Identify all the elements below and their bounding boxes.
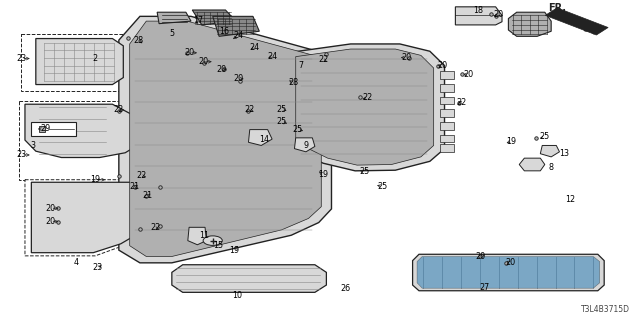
Polygon shape [456,7,502,25]
Text: 20: 20 [493,10,504,19]
Text: 26: 26 [340,284,351,293]
Polygon shape [545,8,608,35]
Text: 7: 7 [298,61,303,70]
Text: 20: 20 [463,70,473,79]
Polygon shape [417,257,600,288]
Polygon shape [440,144,454,152]
Text: 22: 22 [363,93,373,102]
Polygon shape [31,122,76,136]
Polygon shape [36,38,124,84]
Text: T3L4B3715D: T3L4B3715D [580,305,630,314]
Text: 20: 20 [401,53,412,62]
Text: 23: 23 [93,263,103,272]
Text: 2: 2 [93,54,98,63]
Text: 19: 19 [318,171,328,180]
Text: 24: 24 [233,31,243,40]
Polygon shape [519,158,545,171]
Polygon shape [287,44,445,171]
Text: 10: 10 [232,291,242,300]
Polygon shape [21,34,125,91]
Text: 18: 18 [474,5,483,14]
Text: 4: 4 [74,258,79,267]
Text: 28: 28 [133,36,143,44]
Text: 14: 14 [259,135,269,144]
Polygon shape [19,101,148,180]
Text: 20: 20 [476,252,486,261]
Text: 20: 20 [505,258,515,267]
Text: 13: 13 [559,149,569,158]
Polygon shape [130,21,321,257]
Text: 11: 11 [199,231,209,240]
Polygon shape [192,10,236,25]
Text: 22: 22 [318,55,328,64]
Polygon shape [440,122,454,130]
Text: 20: 20 [438,61,447,70]
Text: 28: 28 [288,78,298,87]
Polygon shape [188,227,206,245]
Text: 25: 25 [276,105,287,114]
Text: 22: 22 [244,105,255,115]
Polygon shape [119,16,332,263]
Text: 20: 20 [45,217,56,226]
Polygon shape [413,254,604,291]
Polygon shape [440,84,454,92]
Text: 19: 19 [90,175,100,184]
Text: 22: 22 [457,99,467,108]
Text: 15: 15 [212,241,223,250]
Polygon shape [296,49,434,165]
Text: 19: 19 [228,246,239,255]
Polygon shape [212,16,259,36]
Text: 3: 3 [30,141,35,150]
Polygon shape [440,97,454,104]
Text: 20: 20 [198,57,209,66]
Polygon shape [25,180,164,256]
Text: 17: 17 [194,16,204,25]
Text: 21: 21 [143,191,152,200]
Text: 25: 25 [378,182,388,191]
Text: 25: 25 [360,167,370,176]
Text: 23: 23 [16,150,26,159]
Circle shape [203,236,222,245]
Text: 9: 9 [303,141,308,150]
Text: 29: 29 [40,124,51,133]
Text: 25: 25 [540,132,550,141]
Polygon shape [172,265,326,292]
Polygon shape [440,135,454,142]
Text: 20: 20 [216,65,226,74]
Text: 5: 5 [169,29,175,38]
Polygon shape [294,138,315,152]
Text: 19: 19 [506,137,516,146]
Text: 22: 22 [150,223,161,232]
Text: 12: 12 [565,195,575,204]
Text: 24: 24 [250,43,260,52]
Text: 8: 8 [548,163,554,172]
Text: 16: 16 [220,27,229,36]
Text: 20: 20 [233,74,243,83]
Text: 25: 25 [292,125,303,134]
Polygon shape [440,71,454,79]
Text: FR.: FR. [548,3,566,13]
Text: 23: 23 [16,54,26,63]
Text: 22: 22 [136,172,147,180]
Text: 22: 22 [114,105,124,114]
Polygon shape [540,146,559,157]
Polygon shape [31,182,159,253]
Polygon shape [508,12,551,36]
Text: 27: 27 [479,283,490,292]
Polygon shape [25,104,143,157]
Text: 24: 24 [267,52,277,60]
Text: 25: 25 [276,117,287,126]
Polygon shape [440,109,454,117]
Polygon shape [588,28,602,35]
Text: 20: 20 [45,204,56,213]
Text: 20: 20 [184,48,194,57]
Text: 21: 21 [130,182,140,191]
Polygon shape [248,130,272,146]
Polygon shape [157,12,191,24]
